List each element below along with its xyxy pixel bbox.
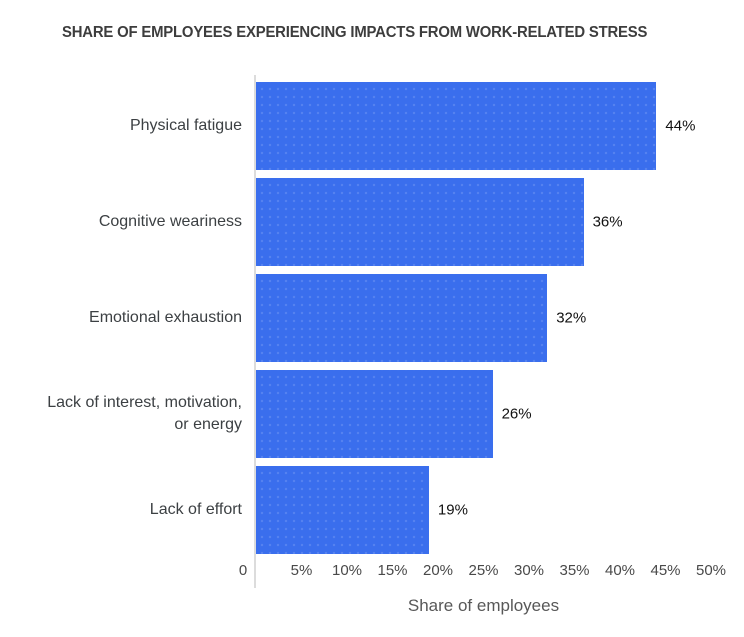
value-label: 44% [665, 117, 696, 135]
value-label: 19% [437, 501, 468, 519]
x-tick-label: 25% [468, 562, 499, 579]
category-label: Cognitive weariness [98, 212, 242, 230]
bar-row: Lack of effort 19% [0, 462, 744, 558]
bar [256, 82, 657, 170]
bar-track: 26% [256, 370, 532, 458]
bar [256, 274, 548, 362]
x-tick-label: 20% [422, 562, 454, 579]
category-label: Lack of effort [149, 500, 242, 518]
bar-track: 32% [256, 274, 586, 362]
x-tick-label: 5% [290, 562, 313, 579]
bar [256, 370, 493, 458]
chart-title: SHARE OF EMPLOYEES EXPERIENCING IMPACTS … [62, 24, 648, 41]
y-axis-line [254, 75, 256, 588]
bar [256, 178, 584, 266]
x-tick-label: 45% [650, 562, 681, 579]
category-label: Emotional exhaustion [89, 308, 242, 326]
x-tick-label: 10% [331, 562, 363, 579]
bar-row: Emotional exhaustion 32% [0, 270, 744, 366]
bar-row: Lack of interest, motivation, or energy 2… [0, 366, 744, 462]
bar-row: Cognitive weariness 36% [0, 174, 744, 270]
bar-track: 19% [256, 466, 468, 554]
bar [256, 466, 429, 554]
category-label: Lack of interest, motivation, or energy [47, 393, 242, 433]
bar-row: Physical fatigue 44% [0, 78, 744, 174]
bar-track: 44% [256, 82, 695, 170]
x-tick-label: 0 [238, 562, 248, 579]
plot-area: Physical fatigue 44% Cognitive weariness 36… [0, 78, 744, 558]
x-axis-ticks: 0 5% 10% 15% 20% 25% 30% 35% 40% 45% 50% [239, 558, 726, 584]
x-tick-label: 15% [377, 562, 408, 579]
category-label: Physical fatigue [129, 116, 242, 134]
x-tick-label: 40% [604, 562, 636, 579]
x-tick-label: 35% [559, 562, 590, 579]
x-axis-title: Share of employees [407, 596, 560, 615]
value-label: 36% [592, 213, 623, 231]
bar-track: 36% [256, 178, 623, 266]
x-tick-label: 50% [695, 562, 727, 579]
value-label: 26% [501, 405, 532, 423]
value-label: 32% [556, 309, 587, 327]
x-tick-label: 30% [513, 562, 545, 579]
